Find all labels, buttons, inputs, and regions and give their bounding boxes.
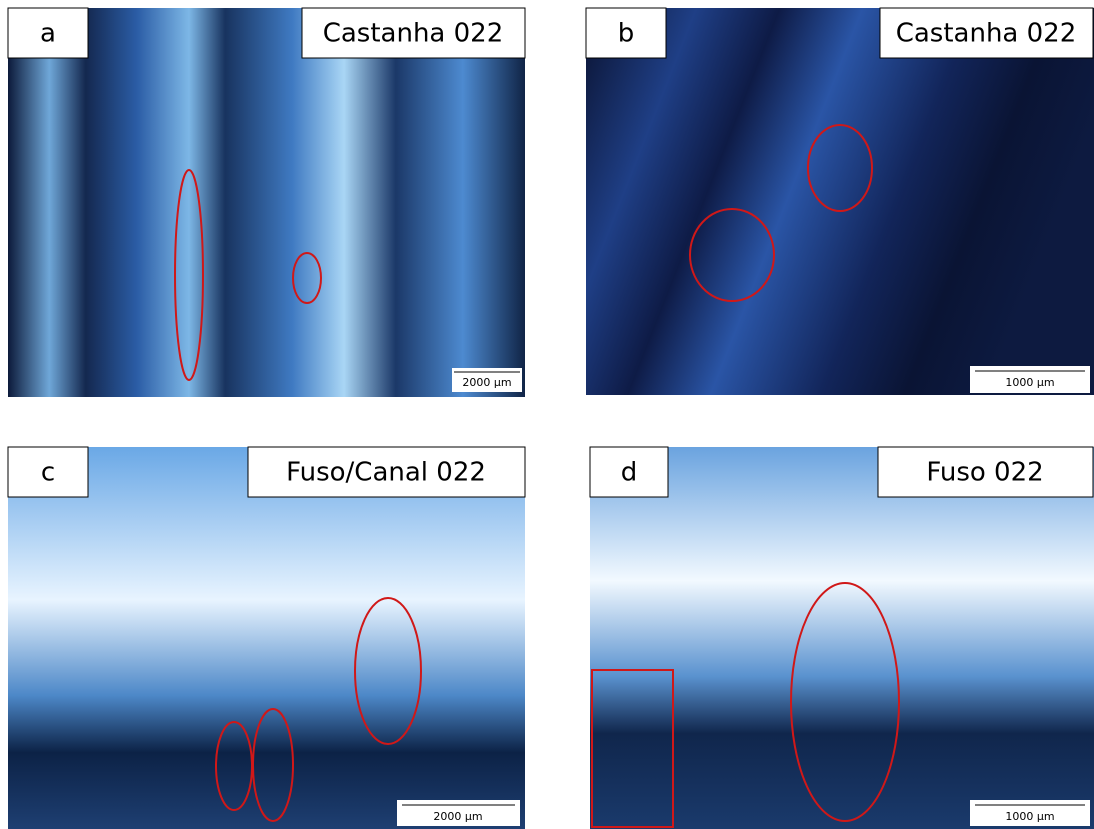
panel-letter: a xyxy=(40,19,56,49)
panel-letter: b xyxy=(618,19,635,49)
panel-letter: c xyxy=(41,458,55,488)
panel: d Fuso 022 1000 µm xyxy=(590,447,1094,829)
scale-label: 1000 µm xyxy=(1005,376,1054,389)
panel: b Castanha 022 1000 µm xyxy=(586,8,1094,395)
panel-title: Castanha 022 xyxy=(323,19,504,49)
micrograph xyxy=(586,8,1094,395)
panel: c Fuso/Canal 022 2000 µm xyxy=(8,447,525,829)
figure: a Castanha 022 2000 µm b Castanha 022 10… xyxy=(0,0,1094,829)
scale-label: 1000 µm xyxy=(1005,810,1054,823)
panel-title: Fuso 022 xyxy=(926,458,1043,488)
scale-label: 2000 µm xyxy=(433,810,482,823)
panel-title: Fuso/Canal 022 xyxy=(286,458,486,488)
micrograph xyxy=(8,447,525,829)
panel: a Castanha 022 2000 µm xyxy=(8,8,525,397)
micrograph xyxy=(8,8,525,397)
micrograph xyxy=(590,447,1094,829)
scale-label: 2000 µm xyxy=(462,376,511,389)
panel-letter: d xyxy=(621,458,638,488)
panel-title: Castanha 022 xyxy=(896,19,1077,49)
